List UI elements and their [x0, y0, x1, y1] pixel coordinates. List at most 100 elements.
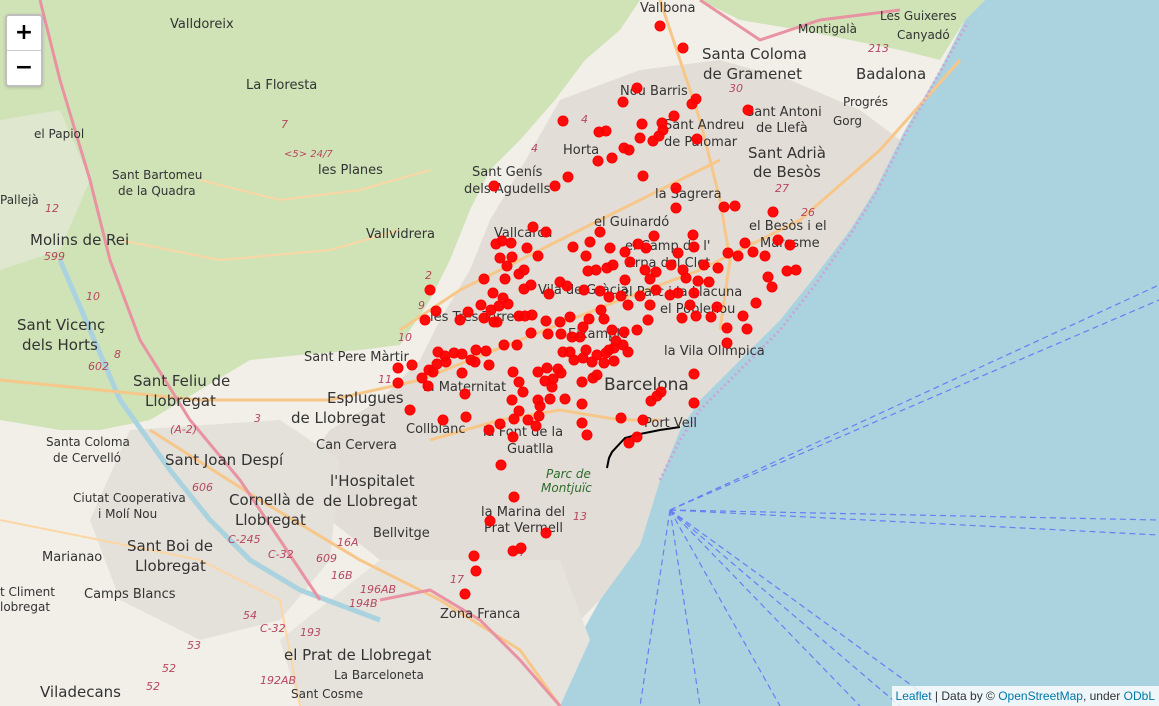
map-marker[interactable]: [533, 410, 545, 422]
map-marker[interactable]: [639, 264, 651, 276]
map-marker[interactable]: [487, 287, 499, 299]
map-marker[interactable]: [494, 252, 506, 264]
map-marker[interactable]: [581, 429, 593, 441]
map-marker[interactable]: [522, 414, 534, 426]
map-marker[interactable]: [664, 289, 676, 301]
map-marker[interactable]: [465, 354, 477, 366]
map-marker[interactable]: [645, 395, 657, 407]
map-marker[interactable]: [454, 314, 466, 326]
map-marker[interactable]: [506, 251, 518, 263]
map-marker[interactable]: [631, 82, 643, 94]
map-marker[interactable]: [712, 262, 724, 274]
map-marker[interactable]: [594, 226, 606, 238]
map-marker[interactable]: [684, 299, 696, 311]
map-marker[interactable]: [574, 331, 586, 343]
map-marker[interactable]: [670, 182, 682, 194]
map-marker[interactable]: [650, 284, 662, 296]
map-marker[interactable]: [542, 328, 554, 340]
map-marker[interactable]: [591, 369, 603, 381]
map-marker[interactable]: [484, 515, 496, 527]
map-marker[interactable]: [739, 237, 751, 249]
map-marker[interactable]: [460, 411, 472, 423]
map-marker[interactable]: [521, 242, 533, 254]
map-marker[interactable]: [478, 273, 490, 285]
map-marker[interactable]: [618, 326, 630, 338]
map-marker[interactable]: [513, 376, 525, 388]
map-marker[interactable]: [498, 339, 510, 351]
map-marker[interactable]: [784, 239, 796, 251]
map-marker[interactable]: [750, 297, 762, 309]
map-marker[interactable]: [424, 284, 436, 296]
map-marker[interactable]: [525, 327, 537, 339]
osm-link[interactable]: OpenStreetMap: [998, 689, 1083, 703]
map-marker[interactable]: [622, 299, 634, 311]
map-marker[interactable]: [619, 246, 631, 258]
map-marker[interactable]: [644, 299, 656, 311]
map-marker[interactable]: [655, 386, 667, 398]
map-marker[interactable]: [598, 313, 610, 325]
map-marker[interactable]: [582, 265, 594, 277]
map-marker[interactable]: [631, 431, 643, 443]
map-marker[interactable]: [688, 287, 700, 299]
map-marker[interactable]: [470, 344, 482, 356]
map-marker[interactable]: [511, 339, 523, 351]
map-marker[interactable]: [468, 550, 480, 562]
map-marker[interactable]: [606, 324, 618, 336]
map-marker[interactable]: [615, 290, 627, 302]
map-marker[interactable]: [499, 273, 511, 285]
map-marker[interactable]: [623, 144, 635, 156]
map-marker[interactable]: [657, 124, 669, 136]
map-marker[interactable]: [767, 206, 779, 218]
map-marker[interactable]: [759, 250, 771, 262]
map-marker[interactable]: [721, 322, 733, 334]
map-marker[interactable]: [430, 305, 442, 317]
map-marker[interactable]: [508, 413, 520, 425]
map-marker[interactable]: [762, 271, 774, 283]
map-marker[interactable]: [742, 104, 754, 116]
map-marker[interactable]: [507, 545, 519, 557]
map-marker[interactable]: [615, 412, 627, 424]
map-marker[interactable]: [549, 180, 561, 192]
map-marker[interactable]: [705, 311, 717, 323]
map-marker[interactable]: [595, 304, 607, 316]
map-marker[interactable]: [527, 221, 539, 233]
map-marker[interactable]: [577, 352, 589, 364]
map-marker[interactable]: [488, 180, 500, 192]
map-marker[interactable]: [603, 291, 615, 303]
map-marker[interactable]: [485, 304, 497, 316]
map-marker[interactable]: [431, 358, 443, 370]
map-marker[interactable]: [456, 367, 468, 379]
map-marker[interactable]: [475, 299, 487, 311]
map-marker[interactable]: [540, 315, 552, 327]
map-marker[interactable]: [718, 201, 730, 213]
map-marker[interactable]: [642, 314, 654, 326]
map-marker[interactable]: [637, 170, 649, 182]
map-marker[interactable]: [584, 236, 596, 248]
map-marker[interactable]: [747, 246, 759, 258]
map-marker[interactable]: [608, 355, 620, 367]
map-marker[interactable]: [737, 310, 749, 322]
map-marker[interactable]: [448, 347, 460, 359]
map-marker[interactable]: [532, 394, 544, 406]
map-marker[interactable]: [480, 345, 492, 357]
map-marker[interactable]: [606, 152, 618, 164]
map-marker[interactable]: [440, 356, 452, 368]
map-marker[interactable]: [404, 404, 416, 416]
map-marker[interactable]: [690, 93, 702, 105]
map-marker[interactable]: [530, 420, 542, 432]
map-marker[interactable]: [462, 306, 474, 318]
map-marker[interactable]: [688, 241, 700, 253]
map-marker[interactable]: [506, 394, 518, 406]
map-marker[interactable]: [459, 388, 471, 400]
map-marker[interactable]: [437, 414, 449, 426]
map-marker[interactable]: [636, 118, 648, 130]
map-marker[interactable]: [577, 321, 589, 333]
map-marker[interactable]: [676, 312, 688, 324]
map-marker[interactable]: [502, 298, 514, 310]
map-marker[interactable]: [654, 20, 666, 32]
map-marker[interactable]: [490, 238, 502, 250]
map-marker[interactable]: [688, 397, 700, 409]
leaflet-link[interactable]: Leaflet: [895, 689, 932, 703]
map-marker[interactable]: [518, 264, 530, 276]
map-marker[interactable]: [518, 283, 530, 295]
